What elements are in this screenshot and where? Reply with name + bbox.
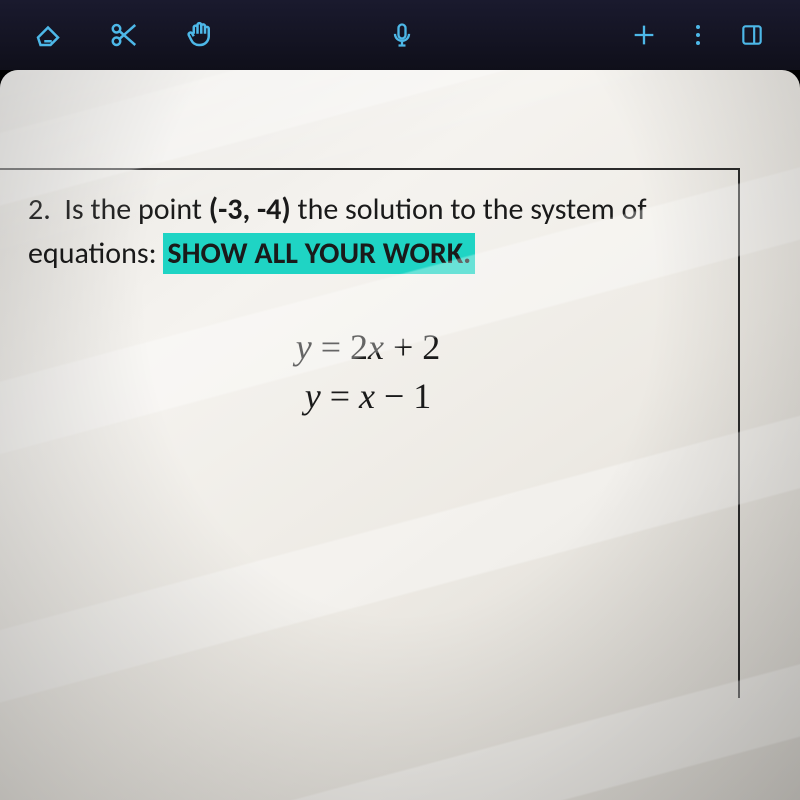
question-number: 2. [28,191,51,228]
more-icon[interactable] [696,25,700,45]
question-mid: the solution to the system of [291,191,647,228]
equations-block: y = 2x + 2 y = x − 1 [28,323,708,420]
question-point: (-3, -4) [209,191,291,228]
mic-icon[interactable] [384,17,420,53]
panel-icon[interactable] [734,17,770,53]
question-line2: equations: [28,235,163,272]
equation-1: y = 2x + 2 [28,323,708,372]
worksheet-surface: 2. Is the point (-3, -4) the solution to… [0,70,800,800]
scissors-icon[interactable] [106,17,142,53]
eraser-icon[interactable] [30,17,66,53]
question-lead: Is the point [64,191,208,228]
equation-2: y = x − 1 [28,372,708,421]
hand-icon[interactable] [182,17,218,53]
plus-icon[interactable] [626,17,662,53]
highlight-text: SHOW ALL YOUR WORK. [163,233,475,274]
question-box: 2. Is the point (-3, -4) the solution to… [0,168,740,698]
toolbar [0,0,800,70]
question-text: 2. Is the point (-3, -4) the solution to… [28,188,708,275]
